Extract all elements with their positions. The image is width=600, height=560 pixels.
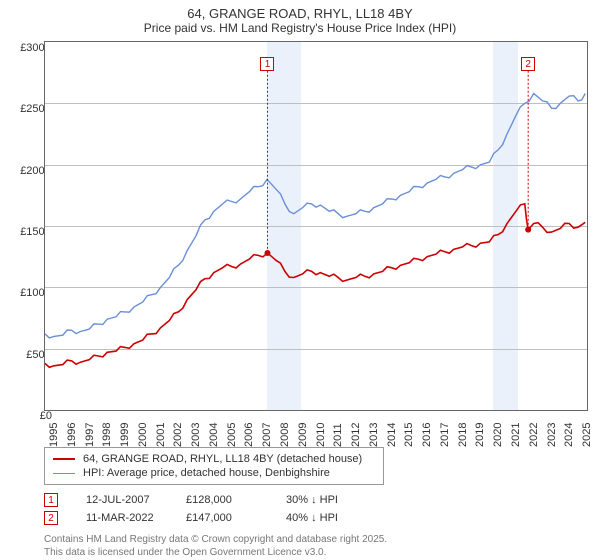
x-tick-label: 2003	[190, 423, 202, 447]
x-tick-label: 2011	[332, 423, 344, 447]
sale-row-marker: 2	[44, 511, 58, 525]
sale-row-marker: 1	[44, 493, 58, 507]
x-tick-label: 2019	[474, 423, 486, 447]
sale-price: £147,000	[186, 512, 258, 524]
title-block: 64, GRANGE ROAD, RHYL, LL18 4BY Price pa…	[0, 0, 600, 35]
legend-swatch	[53, 458, 75, 460]
chart-title: 64, GRANGE ROAD, RHYL, LL18 4BY	[0, 6, 600, 21]
sale-marker-label: 2	[521, 57, 535, 71]
x-tick-label: 1995	[48, 423, 60, 447]
sale-date: 12-JUL-2007	[86, 494, 158, 506]
line-plot	[45, 42, 587, 410]
series-price_paid	[45, 204, 585, 367]
x-tick-label: 2000	[137, 423, 149, 447]
series-hpi	[45, 94, 585, 338]
x-tick-label: 1999	[119, 423, 131, 447]
sale-date: 11-MAR-2022	[86, 512, 158, 524]
sale-delta: 40% ↓ HPI	[286, 512, 358, 524]
x-tick-label: 2013	[368, 423, 380, 447]
x-tick-label: 2015	[403, 423, 415, 447]
x-tick-label: 2004	[208, 423, 220, 447]
x-tick-label: 2002	[172, 423, 184, 447]
x-tick-label: 2001	[155, 423, 167, 447]
x-tick-label: 2022	[528, 423, 540, 447]
y-tick-label: £0	[4, 410, 52, 422]
legend: 64, GRANGE ROAD, RHYL, LL18 4BY (detache…	[44, 447, 384, 485]
sale-price: £128,000	[186, 494, 258, 506]
sale-delta: 30% ↓ HPI	[286, 494, 358, 506]
x-tick-label: 2021	[510, 423, 522, 447]
legend-swatch	[53, 473, 75, 474]
sale-row: 1 12-JUL-2007 £128,000 30% ↓ HPI	[44, 491, 600, 509]
chart-subtitle: Price paid vs. HM Land Registry's House …	[0, 21, 600, 35]
x-tick-label: 2014	[386, 423, 398, 447]
x-tick-label: 2016	[421, 423, 433, 447]
x-tick-label: 1998	[101, 423, 113, 447]
legend-row: HPI: Average price, detached house, Denb…	[53, 466, 375, 480]
x-tick-label: 2018	[457, 423, 469, 447]
x-tick-label: 2017	[439, 423, 451, 447]
sale-marker-label: 1	[260, 57, 274, 71]
footer-line-1: Contains HM Land Registry data © Crown c…	[44, 533, 600, 546]
footer-line-2: This data is licensed under the Open Gov…	[44, 546, 600, 559]
x-tick-label: 2008	[279, 423, 291, 447]
x-tick-label: 2012	[350, 423, 362, 447]
x-tick-label: 2009	[297, 423, 309, 447]
x-tick-label: 1997	[84, 423, 96, 447]
x-tick-label: 2006	[243, 423, 255, 447]
chart-container: 64, GRANGE ROAD, RHYL, LL18 4BY Price pa…	[0, 0, 600, 560]
x-tick-label: 2010	[315, 423, 327, 447]
sale-marker-point	[264, 250, 270, 256]
x-tick-label: 1996	[66, 423, 78, 447]
legend-row: 64, GRANGE ROAD, RHYL, LL18 4BY (detache…	[53, 452, 375, 466]
x-tick-label: 2005	[226, 423, 238, 447]
sales-table: 1 12-JUL-2007 £128,000 30% ↓ HPI 2 11-MAR-202…	[44, 491, 600, 527]
x-tick-label: 2007	[261, 423, 273, 447]
legend-label: 64, GRANGE ROAD, RHYL, LL18 4BY (detache…	[83, 453, 362, 465]
x-tick-label: 2023	[546, 423, 558, 447]
x-tick-label: 2020	[492, 423, 504, 447]
sale-row: 2 11-MAR-2022 £147,000 40% ↓ HPI	[44, 509, 600, 527]
x-tick-label: 2024	[563, 423, 575, 447]
legend-label: HPI: Average price, detached house, Denb…	[83, 467, 330, 479]
x-tick-label: 2025	[581, 423, 593, 447]
attribution-footer: Contains HM Land Registry data © Crown c…	[44, 533, 600, 559]
plot-area: 12	[44, 41, 588, 411]
sale-marker-point	[525, 227, 531, 233]
